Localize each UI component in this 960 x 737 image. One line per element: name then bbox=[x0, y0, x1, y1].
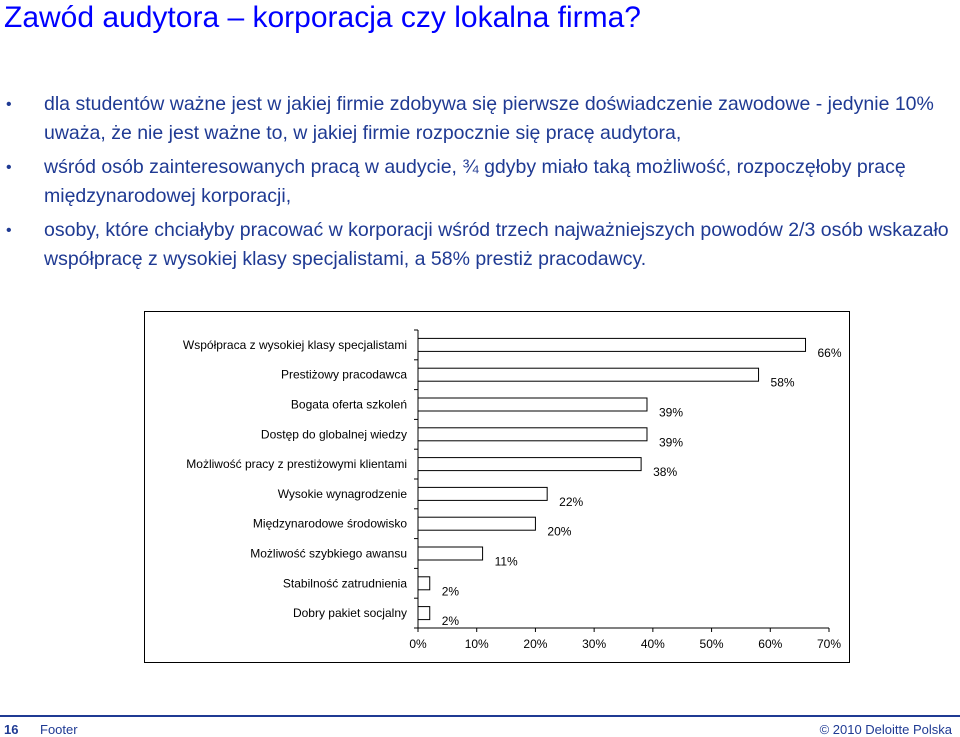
bullet-text: dla studentów ważne jest w jakiej firmie… bbox=[44, 93, 934, 144]
data-label: 38% bbox=[653, 465, 677, 479]
category-label: Możliwość pracy z prestiżowymi klientami bbox=[186, 457, 407, 471]
slide-title: Zawód audytora – korporacja czy lokalna … bbox=[4, 1, 641, 34]
data-label: 20% bbox=[547, 525, 571, 539]
x-tick-label: 40% bbox=[641, 637, 665, 651]
bar bbox=[417, 486, 548, 501]
bar bbox=[417, 606, 431, 621]
copyright: © 2010 Deloitte Polska bbox=[819, 722, 952, 737]
bar-chart: 0% 10% 20% 30% 40% 50% 60% 70% Współpraca z wyso… bbox=[183, 329, 842, 651]
category-label: Możliwość szybkiego awansu bbox=[250, 547, 407, 561]
footer-text: Footer bbox=[40, 722, 78, 737]
data-label: 58% bbox=[771, 376, 795, 390]
data-label: 39% bbox=[659, 435, 683, 449]
data-label: 11% bbox=[495, 555, 518, 569]
bullet-list: • dla studentów ważne jest w jakiej firm… bbox=[4, 90, 960, 274]
bar bbox=[417, 337, 807, 352]
bar bbox=[417, 367, 760, 382]
data-label: 66% bbox=[818, 346, 842, 360]
bullet-icon: • bbox=[6, 222, 12, 239]
x-tick-label: 20% bbox=[523, 637, 547, 651]
x-tick-label: 30% bbox=[582, 637, 606, 651]
x-tick-label: 50% bbox=[700, 637, 724, 651]
bar bbox=[417, 516, 536, 531]
bullet-item: • osoby, które chciałyby pracować w korp… bbox=[4, 216, 960, 274]
category-label: Wysokie wynagrodzenie bbox=[278, 487, 408, 501]
bullet-text: osoby, które chciałyby pracować w korpor… bbox=[44, 219, 949, 270]
data-label: 22% bbox=[559, 495, 583, 509]
x-tick-label: 0% bbox=[409, 637, 427, 651]
x-tick-label: 70% bbox=[817, 637, 841, 651]
footer-divider bbox=[0, 715, 960, 717]
bullet-item: • wśród osób zainteresowanych pracą w au… bbox=[4, 153, 960, 211]
x-tick-label: 10% bbox=[465, 637, 489, 651]
chart-frame: 0% 10% 20% 30% 40% 50% 60% 70% Współpraca z wyso… bbox=[144, 311, 850, 663]
bar bbox=[417, 576, 431, 591]
category-label: Współpraca z wysokiej klasy specjalistam… bbox=[183, 338, 407, 352]
data-label: 2% bbox=[442, 584, 460, 598]
category-label: Dobry pakiet socjalny bbox=[293, 606, 407, 620]
category-label: Stabilność zatrudnienia bbox=[283, 576, 407, 590]
bullet-text: wśród osób zainteresowanych pracą w audy… bbox=[44, 156, 906, 207]
bar bbox=[417, 457, 642, 472]
category-label: Dostęp do globalnej wiedzy bbox=[261, 427, 407, 441]
bar bbox=[417, 546, 484, 561]
category-label: Bogata oferta szkoleń bbox=[291, 398, 407, 412]
bullet-item: • dla studentów ważne jest w jakiej firm… bbox=[4, 90, 960, 148]
data-label: 2% bbox=[442, 614, 460, 628]
x-tick-label: 60% bbox=[758, 637, 782, 651]
category-label: Międzynarodowe środowisko bbox=[253, 517, 407, 531]
page-number: 16 bbox=[4, 722, 19, 737]
bar bbox=[417, 427, 648, 442]
bullet-icon: • bbox=[6, 96, 12, 113]
data-label: 39% bbox=[659, 406, 683, 420]
bar bbox=[417, 397, 648, 412]
bullet-icon: • bbox=[6, 159, 12, 176]
category-label: Prestiżowy pracodawca bbox=[281, 368, 407, 382]
